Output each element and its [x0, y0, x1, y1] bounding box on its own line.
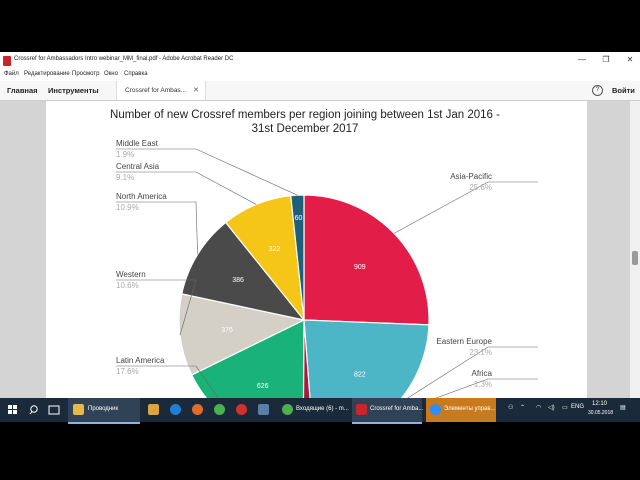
slice-percent-label: 10.6%	[116, 281, 139, 290]
photos-icon[interactable]	[258, 404, 269, 415]
task-view-button[interactable]	[46, 398, 62, 422]
document-tab-label: Crossref for Ambas...	[125, 87, 187, 94]
windows-logo-icon	[8, 405, 17, 414]
leader-line	[369, 378, 538, 422]
slice-percent-label: 17.6%	[116, 367, 139, 376]
tab-document[interactable]: Crossref for Ambas... ✕	[116, 81, 206, 100]
slice-name-label: Central Asia	[116, 162, 160, 171]
taskbar-chrome-inbox[interactable]: Входящие (6) - m...	[278, 398, 349, 422]
slice-name-label: Asia-Pacific	[450, 172, 492, 181]
taskbar-explorer[interactable]: Проводник	[68, 398, 140, 424]
slice-percent-label: 25.6%	[469, 183, 492, 192]
battery-icon[interactable]: ▭	[562, 405, 568, 411]
wifi-icon[interactable]: ◠	[536, 405, 542, 411]
tab-bar: Главная Инструменты Crossref for Ambas..…	[0, 81, 640, 101]
slice-name-label: North America	[116, 192, 167, 201]
slice-name-label: Western	[116, 270, 146, 279]
tab-tools[interactable]: Инструменты	[48, 86, 99, 95]
start-button[interactable]	[4, 398, 22, 422]
leader-line	[393, 181, 538, 234]
slice-value-label: 60	[295, 215, 303, 222]
window-title: Crossref for Ambassadors Intro webinar_M…	[14, 56, 234, 62]
taskbar-zoom-label: Элементы управ...	[444, 406, 496, 412]
slice-percent-label: 1.9%	[116, 150, 134, 159]
slice-name-label: Africa	[472, 369, 493, 378]
menu-bar: Файл Редактирование Просмотр Окно Справк…	[0, 70, 640, 81]
leader-line	[116, 279, 197, 336]
volume-icon[interactable]: ◁)	[548, 405, 555, 411]
minimize-button[interactable]: —	[578, 55, 586, 64]
menu-edit[interactable]: Редактирование	[24, 71, 70, 77]
help-icon[interactable]: ?	[592, 85, 603, 96]
close-button[interactable]: ✕	[626, 55, 634, 64]
taskbar-acrobat[interactable]: Crossref for Amba...	[352, 398, 424, 424]
document-area: Number of new Crossref members per regio…	[0, 101, 630, 422]
task-view-icon	[48, 405, 60, 415]
menu-help[interactable]: Справка	[124, 71, 148, 77]
acrobat-icon	[356, 404, 367, 415]
pie-slice-africa	[302, 319, 313, 422]
vertical-scrollbar[interactable]	[630, 101, 640, 422]
pdf-page: Number of new Crossref members per regio…	[46, 101, 587, 422]
scrollbar-thumb[interactable]	[632, 251, 638, 265]
leader-line	[116, 201, 198, 255]
zoom-icon	[430, 404, 441, 415]
leader-line	[393, 346, 538, 407]
notifications-icon[interactable]: ▤	[620, 405, 626, 411]
taskbar-zoom[interactable]: Элементы управ...	[426, 398, 496, 422]
slice-value-label: 822	[354, 371, 366, 378]
slice-value-label: 626	[257, 383, 269, 390]
tab-home[interactable]: Главная	[7, 86, 38, 95]
slice-value-label: 386	[232, 277, 244, 284]
slice-percent-label: 1.3%	[474, 380, 492, 389]
chart-title-line2: 31st December 2017	[252, 123, 359, 135]
chrome-icon[interactable]	[214, 404, 225, 415]
leader-line	[116, 171, 257, 205]
language-indicator[interactable]: ENG	[571, 404, 585, 410]
folder-icon	[73, 404, 84, 415]
menu-file[interactable]: Файл	[4, 71, 19, 77]
search-button[interactable]	[26, 398, 42, 422]
slice-value-label: 322	[269, 246, 281, 253]
slice-value-label: 376	[221, 327, 233, 334]
chrome-icon	[282, 404, 293, 415]
slice-value-label: 909	[354, 264, 366, 271]
taskbar-chrome-label: Входящие (6) - m...	[296, 406, 349, 412]
edge-icon[interactable]	[170, 404, 181, 415]
menu-view[interactable]: Просмотр	[72, 71, 100, 77]
maximize-button[interactable]: ❐	[602, 55, 610, 64]
store-icon[interactable]	[148, 404, 159, 415]
firefox-icon[interactable]	[192, 404, 203, 415]
slice-percent-label: 23.1%	[469, 348, 492, 357]
leader-line	[116, 148, 298, 196]
slice-name-label: Middle East	[116, 139, 159, 148]
taskbar-acrobat-label: Crossref for Amba...	[370, 406, 424, 412]
pdf-app-icon	[3, 56, 11, 66]
slice-percent-label: 10.9%	[116, 203, 139, 212]
clock-time[interactable]: 12:10	[592, 401, 608, 407]
pie-chart: Number of new Crossref members per regio…	[110, 109, 538, 422]
tray-expand-icon[interactable]: ⌃	[520, 405, 526, 411]
taskbar-explorer-label: Проводник	[88, 406, 119, 412]
menu-window[interactable]: Окно	[104, 71, 118, 77]
search-icon	[29, 405, 38, 415]
pie-slice-latin-america	[190, 319, 305, 422]
chart-title-line1: Number of new Crossref members per regio…	[110, 109, 500, 121]
slice-name-label: Latin America	[116, 356, 165, 365]
opera-icon[interactable]	[236, 404, 247, 415]
clock-date[interactable]: 30.05.2018	[588, 410, 614, 416]
sign-in-button[interactable]: Войти	[612, 86, 635, 95]
pie-slice-asia-pacific	[303, 194, 430, 326]
close-icon[interactable]: ✕	[193, 87, 199, 94]
slice-name-label: Eastern Europe	[436, 337, 492, 346]
slice-percent-label: 9.1%	[116, 173, 134, 182]
windows-taskbar: Проводник Входящие (6) - m... Crossref f…	[0, 398, 640, 424]
person-icon[interactable]: ⚇	[508, 405, 514, 411]
acrobat-window: Crossref for Ambassadors Intro webinar_M…	[0, 52, 640, 422]
title-bar: Crossref for Ambassadors Intro webinar_M…	[0, 52, 640, 70]
